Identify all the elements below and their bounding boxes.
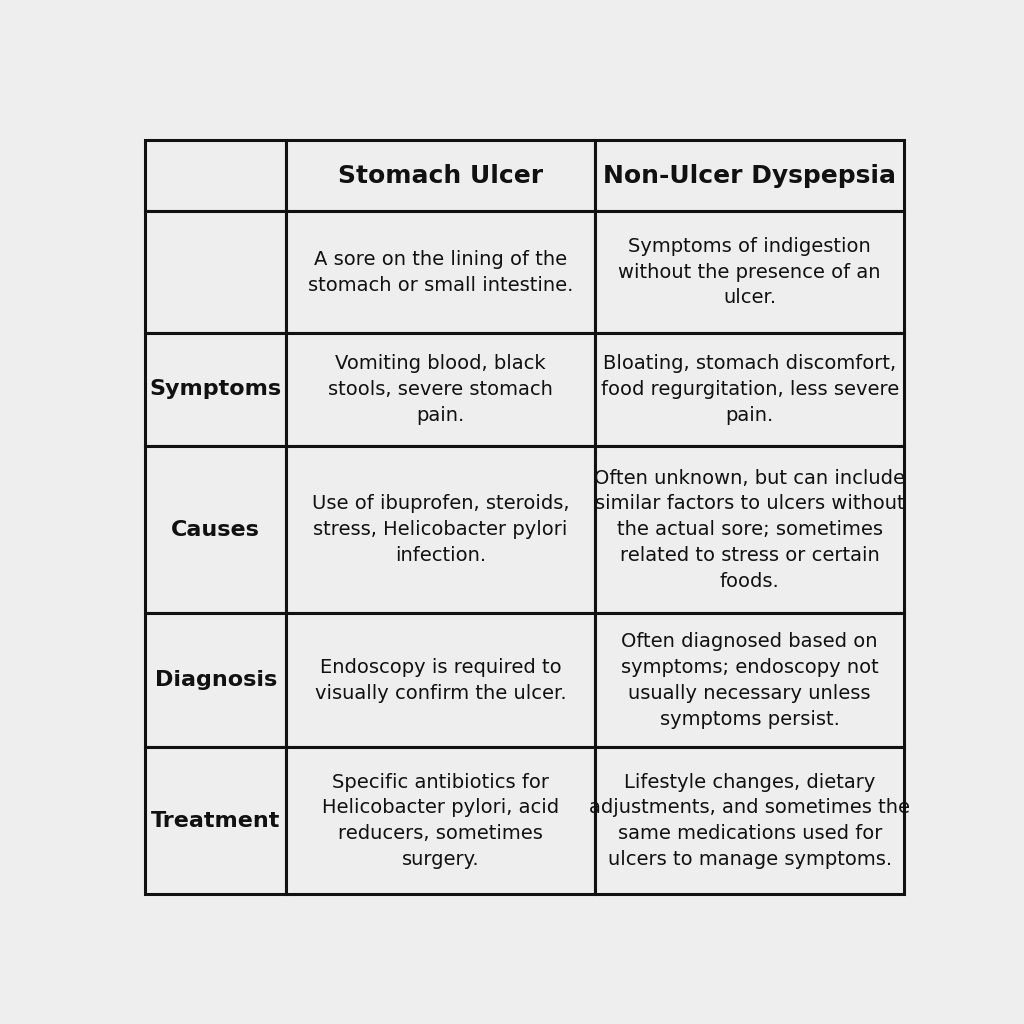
Bar xyxy=(145,333,286,445)
Bar xyxy=(595,445,904,613)
Bar xyxy=(286,211,595,333)
Bar xyxy=(145,613,286,748)
Text: Symptoms of indigestion
without the presence of an
ulcer.: Symptoms of indigestion without the pres… xyxy=(618,237,881,307)
Text: Often diagnosed based on
symptoms; endoscopy not
usually necessary unless
sympto: Often diagnosed based on symptoms; endos… xyxy=(621,632,879,728)
Text: Bloating, stomach discomfort,
food regurgitation, less severe
pain.: Bloating, stomach discomfort, food regur… xyxy=(601,354,899,425)
Bar xyxy=(595,211,904,333)
Bar xyxy=(595,613,904,748)
Bar xyxy=(286,333,595,445)
Text: Stomach Ulcer: Stomach Ulcer xyxy=(338,164,543,187)
Bar xyxy=(145,445,286,613)
Bar xyxy=(286,613,595,748)
Text: Diagnosis: Diagnosis xyxy=(155,671,276,690)
Bar xyxy=(286,140,595,211)
Text: Vomiting blood, black
stools, severe stomach
pain.: Vomiting blood, black stools, severe sto… xyxy=(328,354,553,425)
Bar xyxy=(595,748,904,894)
Bar xyxy=(145,140,286,211)
Text: Endoscopy is required to
visually confirm the ulcer.: Endoscopy is required to visually confir… xyxy=(314,658,566,702)
Text: Treatment: Treatment xyxy=(151,811,281,830)
Text: Symptoms: Symptoms xyxy=(150,380,282,399)
Bar xyxy=(286,445,595,613)
Bar xyxy=(286,748,595,894)
Bar xyxy=(145,211,286,333)
Text: Lifestyle changes, dietary
adjustments, and sometimes the
same medications used : Lifestyle changes, dietary adjustments, … xyxy=(589,772,910,868)
Bar xyxy=(595,140,904,211)
Text: Non-Ulcer Dyspepsia: Non-Ulcer Dyspepsia xyxy=(603,164,896,187)
Bar xyxy=(145,748,286,894)
Text: Use of ibuprofen, steroids,
stress, Helicobacter pylori
infection.: Use of ibuprofen, steroids, stress, Heli… xyxy=(312,495,569,565)
Bar xyxy=(595,333,904,445)
Text: Often unknown, but can include
similar factors to ulcers without
the actual sore: Often unknown, but can include similar f… xyxy=(594,469,905,591)
Text: Specific antibiotics for
Helicobacter pylori, acid
reducers, sometimes
surgery.: Specific antibiotics for Helicobacter py… xyxy=(322,772,559,868)
Text: Causes: Causes xyxy=(171,520,260,540)
Text: A sore on the lining of the
stomach or small intestine.: A sore on the lining of the stomach or s… xyxy=(308,250,573,295)
